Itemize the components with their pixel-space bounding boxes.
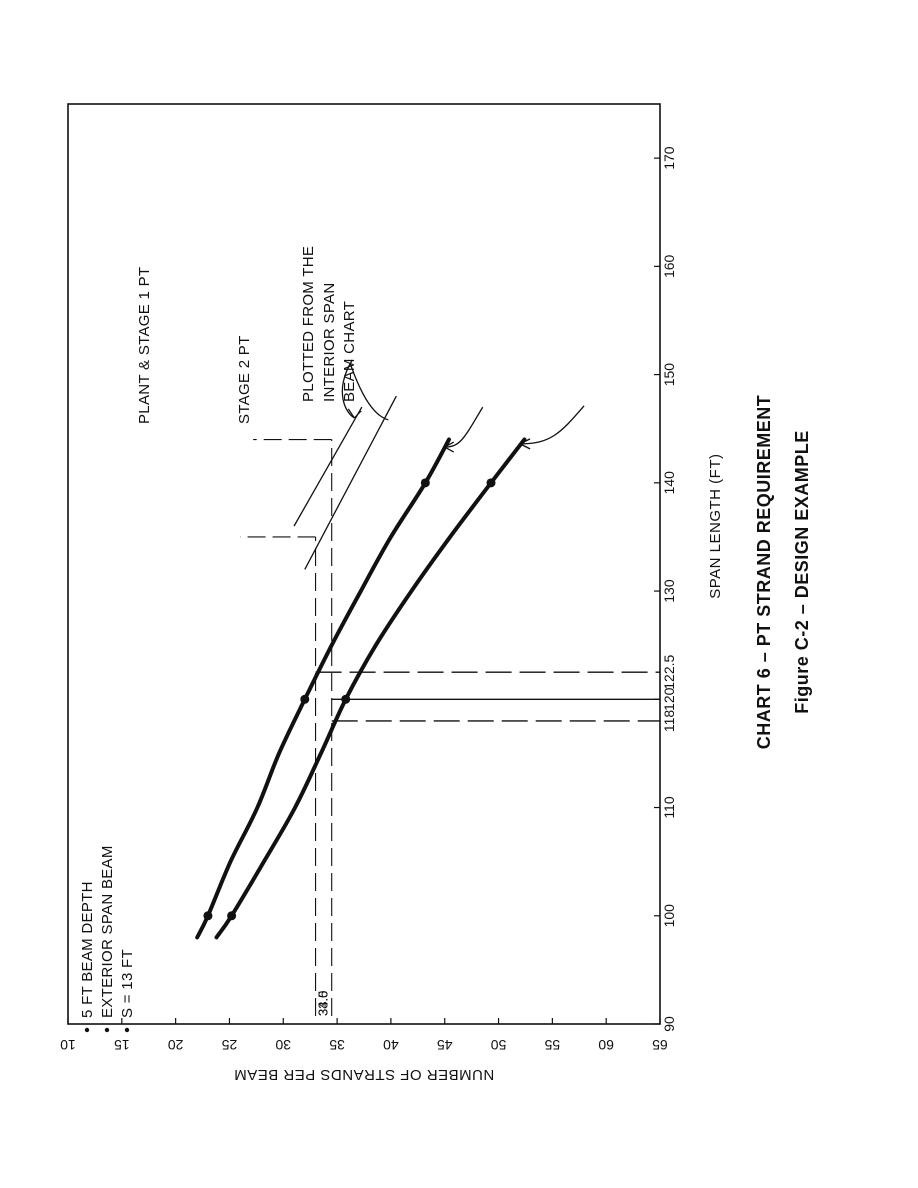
x-axis-label: SPAN LENGTH (FT) <box>707 454 724 599</box>
y-tick-label: 15 <box>114 1037 130 1053</box>
series-point-0 <box>227 911 237 921</box>
x-tick-label: 130 <box>661 579 677 603</box>
x-tick-label: 170 <box>661 146 677 170</box>
leader-plant-stage1 <box>520 405 585 445</box>
ref-span-122-5: 122.5 <box>661 655 677 690</box>
plot-frame <box>67 103 661 1025</box>
axis-ticks: 90 100 110 120 130 140 150 160 170 10 15 20 25 30 35 40… <box>60 146 677 1053</box>
arrowhead-plant-stage1 <box>519 438 531 450</box>
y-tick-label: 10 <box>60 1037 76 1053</box>
y-tick-label: 60 <box>598 1037 614 1053</box>
x-tick-label: 120 <box>661 687 677 711</box>
y-tick-label: 40 <box>383 1037 399 1053</box>
series-label-plant-stage1: PLANT & STAGE 1 PT <box>136 267 153 424</box>
y-tick-label: 30 <box>275 1037 291 1053</box>
interior-label-line-1: PLOTTED FROM THE <box>300 246 317 402</box>
y-tick-label: 50 <box>491 1037 507 1053</box>
y-tick-label: 55 <box>544 1037 560 1053</box>
y-tick-label: 20 <box>168 1037 184 1053</box>
x-tick-label: 110 <box>661 796 677 819</box>
leader-interior-2 <box>349 363 389 421</box>
note-bullet <box>84 1027 90 1033</box>
x-tick-label: 160 <box>661 254 677 278</box>
series-line-0 <box>214 437 527 940</box>
note-spacing: S = 13 FT <box>119 949 136 1018</box>
interior-label-line-3: BEAM CHART <box>341 301 358 402</box>
y-tick-label: 65 <box>652 1037 668 1053</box>
interior-label-line-2: INTERIOR SPAN <box>321 283 338 402</box>
note-beam-depth: 5 FT BEAM DEPTH <box>79 881 96 1018</box>
leader-interior-1 <box>341 359 355 419</box>
chart-caption: CHART 6 – PT STRAND REQUIREMENT <box>754 395 774 750</box>
note-bullet <box>104 1027 110 1033</box>
arrowhead-interior-1 <box>347 408 362 419</box>
arrowhead-stage2 <box>444 441 455 453</box>
ref-span-118: 118 <box>661 710 677 733</box>
note-exterior-span: EXTERIOR SPAN BEAM <box>99 845 116 1018</box>
figure-label: Figure C-2 – DESIGN EXAMPLE <box>792 430 812 714</box>
series-point-1 <box>203 911 213 921</box>
ref-strands-33-0: 33.0 <box>316 991 331 1016</box>
series-point-1 <box>300 694 310 704</box>
note-bullet <box>124 1027 130 1033</box>
x-tick-label: 150 <box>661 363 677 387</box>
series-label-stage2: STAGE 2 PT <box>236 335 253 424</box>
leader-stage2 <box>444 406 484 448</box>
x-tick-label: 90 <box>661 1016 677 1032</box>
reference-lines <box>240 438 660 1016</box>
interior-line-1 <box>293 406 363 527</box>
y-axis-label: NUMBER OF STRANDS PER BEAM <box>234 1066 495 1083</box>
interior-line-0 <box>304 395 397 570</box>
y-tick-label: 45 <box>437 1037 453 1053</box>
x-tick-label: 140 <box>661 471 677 495</box>
ref-strands-34-5: 34.5 <box>316 991 331 1016</box>
series-line-1 <box>195 437 451 940</box>
series-point-1 <box>420 478 430 488</box>
y-tick-label: 25 <box>221 1037 237 1053</box>
x-tick-label: 100 <box>661 904 677 928</box>
series-point-0 <box>486 478 496 488</box>
plot-layer <box>67 103 661 1033</box>
y-tick-label: 35 <box>329 1037 345 1053</box>
